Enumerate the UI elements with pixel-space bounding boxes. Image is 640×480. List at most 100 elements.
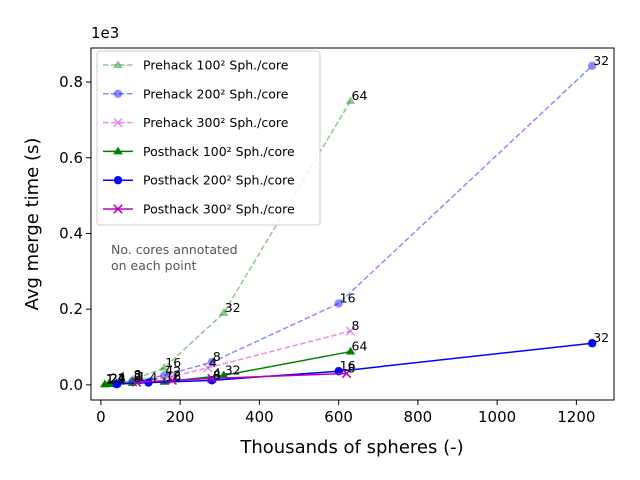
plot-frame [90, 47, 615, 401]
point-label: 16 [165, 355, 181, 370]
series-line [136, 330, 351, 383]
y-axis-ticks: 0.0 0.2 0.4 0.6 0.8 [59, 73, 91, 394]
annotation-note: No. cores annotated on each point [111, 242, 238, 273]
series-line [116, 65, 593, 385]
legend-swatch-marker [113, 60, 123, 68]
point-label: 32 [593, 330, 609, 345]
data-point [345, 326, 356, 336]
x-axis-label: Thousands of spheres (-) [239, 437, 463, 458]
x-tick-label: 800 [404, 408, 433, 426]
point-label: 2 [118, 371, 126, 386]
legend-item-5: Posthack 200² Sph./core [103, 173, 295, 188]
y-tick-label: 0.4 [59, 224, 83, 242]
point-label: 8 [213, 367, 221, 382]
x-tick-label: 400 [245, 408, 274, 426]
point-label: 2 [110, 371, 118, 386]
point-label: 64 [352, 88, 368, 103]
point-label: 8 [213, 349, 221, 364]
legend-label: Prehack 200² Sph./core [143, 86, 289, 101]
point-label: 16 [340, 290, 356, 305]
legend-swatch-marker [113, 176, 123, 185]
point-label: 1 [106, 371, 114, 386]
point-label: 2 [173, 364, 181, 379]
legend-label: Prehack 100² Sph./core [143, 58, 289, 73]
data-point [334, 299, 343, 308]
data-point [207, 357, 217, 367]
data-point [345, 346, 356, 355]
point-label: 2 [134, 368, 142, 383]
legend-items: Prehack 100² Sph./core Prehack 200² Sph./… [103, 58, 295, 217]
x-tick-label: 600 [324, 408, 353, 426]
point-label: 16 [340, 358, 356, 373]
legend-label: Posthack 100² Sph./core [143, 144, 295, 159]
series-line [136, 372, 347, 383]
legend-swatch-marker [113, 89, 123, 99]
x-axis-ticks: 0 200 400 600 800 1000 1200 [96, 400, 595, 426]
legend-item-6: Posthack 300² Sph./core [103, 202, 295, 217]
note-line-2: on each point [111, 258, 197, 273]
data-point [218, 370, 229, 379]
legend-item-3: Prehack 300² Sph./core [103, 115, 289, 130]
data-point [588, 61, 597, 70]
point-label: 4 [165, 362, 173, 377]
data-point [144, 378, 153, 387]
point-label: 4 [209, 355, 217, 370]
legend-label: Prehack 300² Sph./core [143, 115, 289, 130]
point-label: 1 [106, 371, 114, 386]
point-label: 16 [165, 369, 181, 384]
data-point [341, 368, 352, 379]
y-tick-label: 0.0 [59, 376, 83, 394]
data-point [207, 373, 217, 384]
x-tick-label: 1200 [557, 408, 595, 426]
data-point [167, 371, 177, 382]
data-point [131, 377, 142, 387]
data-point [112, 379, 121, 389]
legend-swatch-marker [113, 204, 123, 214]
legend-label: Posthack 200² Sph./core [143, 173, 295, 188]
y-tick-label: 0.8 [59, 73, 83, 91]
data-point [345, 96, 356, 104]
data-point [159, 363, 170, 371]
data-point [167, 375, 177, 386]
data-point [203, 363, 213, 373]
point-label: 64 [352, 339, 368, 354]
point-label: 4 [118, 370, 126, 385]
point-label: 8 [352, 318, 360, 333]
legend-frame [96, 50, 321, 226]
point-label: 32 [225, 362, 241, 377]
series-layer [100, 61, 597, 389]
series-6 [131, 368, 352, 387]
x-tick-label: 0 [96, 408, 106, 426]
legend-item-2: Prehack 200² Sph./core [103, 86, 289, 101]
y-tick-label: 0.2 [59, 300, 83, 318]
data-point [218, 308, 229, 316]
point-label: 1 [118, 370, 126, 385]
x-tick-label: 1000 [478, 408, 516, 426]
legend-item-4: Posthack 100² Sph./core [103, 144, 295, 159]
note-line-1: No. cores annotated [111, 242, 238, 257]
point-label: 32 [225, 300, 241, 315]
legend-item-1: Prehack 100² Sph./core [103, 58, 289, 73]
x-tick-label: 200 [166, 408, 195, 426]
legend-swatch-marker [113, 146, 123, 155]
point-label: 1 [138, 369, 146, 384]
point-label: 4 [118, 371, 126, 386]
y-offset-text: 1e3 [91, 24, 119, 42]
data-point [104, 379, 114, 388]
point-label: 8 [134, 367, 142, 382]
legend: Prehack 100² Sph./core Prehack 200² Sph./… [96, 50, 321, 226]
point-label: 4 [213, 365, 221, 380]
point-label: 2 [110, 371, 118, 386]
point-label: 2 [173, 367, 181, 382]
point-label: 32 [593, 53, 609, 68]
data-point [588, 339, 597, 348]
point-label: 8 [134, 370, 142, 385]
legend-swatch-marker [113, 117, 123, 128]
y-axis-label: Avg merge time (s) [22, 138, 43, 311]
data-point [160, 371, 169, 380]
y-tick-label: 0.6 [59, 149, 83, 167]
legend-label: Posthack 300² Sph./core [143, 202, 295, 217]
point-label: 4 [149, 370, 157, 385]
